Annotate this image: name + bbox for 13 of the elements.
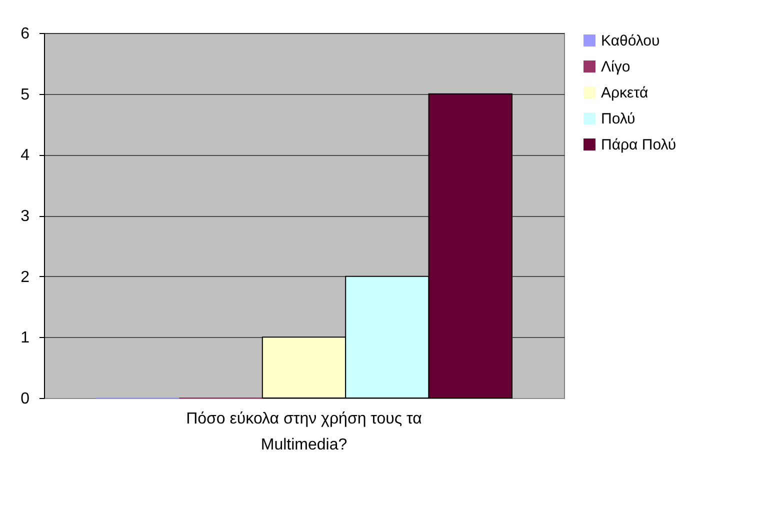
legend-label: Καθόλου bbox=[601, 32, 660, 50]
y-tick-label: 0 bbox=[20, 390, 30, 408]
y-tick-label: 5 bbox=[20, 86, 30, 104]
y-tick-label: 2 bbox=[20, 268, 30, 286]
legend-label: Πολύ bbox=[601, 110, 636, 128]
y-tick-label: 1 bbox=[20, 330, 30, 347]
y-tick-label: 6 bbox=[20, 26, 30, 42]
legend-label: Αρκετά bbox=[601, 84, 648, 102]
legend-label: Πάρα Πολύ bbox=[601, 136, 676, 154]
legend-label: Λίγο bbox=[601, 58, 630, 76]
x-tick-label: Πόσο εύκολα στην χρήση τους τα Multimedia? bbox=[186, 410, 422, 454]
y-tick-label: 4 bbox=[20, 147, 30, 164]
y-tick-label: 3 bbox=[20, 208, 30, 225]
